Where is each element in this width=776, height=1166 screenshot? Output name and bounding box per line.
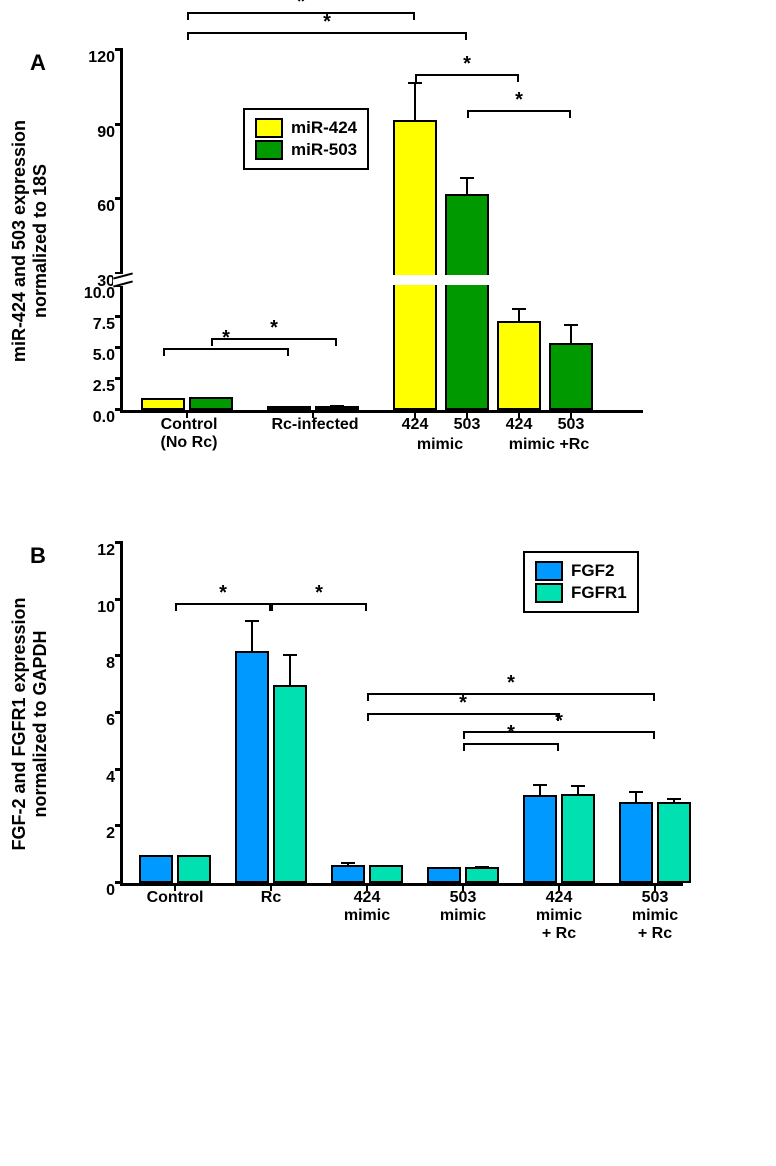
panel-a: A miR-424 and 503 expression normalized … [20, 50, 756, 473]
bar-mir424 [141, 398, 185, 410]
x-category: Rc-infected [257, 416, 373, 434]
bar-fgfr1 [561, 794, 595, 883]
bar-mir503 [445, 194, 489, 410]
panel-b: B FGF-2 and FGFR1 expression normalized … [20, 543, 756, 966]
chart-a-area: miR-424 and 503 expression normalized to… [120, 50, 756, 473]
figure: A miR-424 and 503 expression normalized … [20, 50, 756, 966]
significance-star: * [507, 672, 515, 695]
x-category: 503 [539, 416, 603, 434]
chart-b-ylabel: FGF-2 and FGFR1 expression normalized to… [9, 534, 51, 914]
bar-mir503 [549, 343, 593, 410]
x-sublabel: mimic +Rc [489, 436, 609, 454]
bar-fgf2 [235, 651, 269, 883]
bar-fgf2 [427, 867, 461, 883]
significance-star: * [323, 11, 331, 34]
ytick-label: 6 [106, 712, 115, 730]
ytick-label: 2 [106, 825, 115, 843]
ytick-label: 0 [106, 882, 115, 900]
bar-mir424 [393, 120, 437, 410]
ytick-label: 10 [97, 599, 115, 617]
significance-star: * [459, 692, 467, 715]
x-sublabel: mimic [385, 436, 495, 454]
bar-fgfr1 [465, 867, 499, 883]
bar-fgf2 [523, 795, 557, 883]
x-category: 424 mimic [319, 889, 415, 925]
chart-b-plot: 024681012ControlRc424 mimic503 mimic424 … [120, 543, 683, 886]
legend-swatch [255, 140, 283, 160]
significance-star: * [270, 317, 278, 340]
chart-a-ylabel: miR-424 and 503 expression normalized to… [9, 61, 51, 421]
significance-star: * [297, 0, 305, 14]
bar-fgf2 [619, 802, 653, 883]
bar-fgf2 [331, 865, 365, 883]
legend-swatch [255, 118, 283, 138]
ytick-label: 90 [97, 124, 115, 142]
legend-swatch [535, 561, 563, 581]
significance-star: * [315, 582, 323, 605]
bar-fgf2 [139, 855, 173, 883]
legend-swatch [535, 583, 563, 603]
chart-b-area: FGF-2 and FGFR1 expression normalized to… [120, 543, 756, 966]
bar-mir424 [497, 321, 541, 410]
legend-label: FGFR1 [571, 583, 627, 603]
x-category: Control [127, 889, 223, 907]
bar-mir503 [189, 397, 233, 410]
ytick-label: 7.5 [93, 316, 115, 334]
ytick-label: 2.5 [93, 378, 115, 396]
significance-star: * [515, 89, 523, 112]
x-category: 503 mimic [415, 889, 511, 925]
bar-fgfr1 [369, 865, 403, 883]
ytick-label: 120 [88, 49, 115, 67]
significance-star: * [219, 582, 227, 605]
x-category: 503 mimic + Rc [607, 889, 703, 943]
chart-a-plot: 0.02.55.07.510.0306090120Control (No Rc)… [120, 50, 643, 413]
bar-fgfr1 [273, 685, 307, 883]
ytick-label: 8 [106, 655, 115, 673]
ytick-label: 12 [97, 542, 115, 560]
significance-star: * [463, 53, 471, 76]
legend: miR-424miR-503 [243, 108, 369, 170]
x-category: Rc [223, 889, 319, 907]
significance-star: * [507, 722, 515, 745]
x-category: Control (No Rc) [131, 416, 247, 452]
bar-fgfr1 [657, 802, 691, 883]
ytick-label: 4 [106, 769, 115, 787]
x-category: 424 mimic + Rc [511, 889, 607, 943]
legend: FGF2FGFR1 [523, 551, 639, 613]
ytick-label: 60 [97, 198, 115, 216]
significance-star: * [555, 710, 563, 733]
legend-label: miR-424 [291, 118, 357, 138]
ytick-label: 5.0 [93, 347, 115, 365]
ytick-label: 0.0 [93, 409, 115, 427]
legend-label: FGF2 [571, 561, 614, 581]
legend-label: miR-503 [291, 140, 357, 160]
bar-fgfr1 [177, 855, 211, 883]
